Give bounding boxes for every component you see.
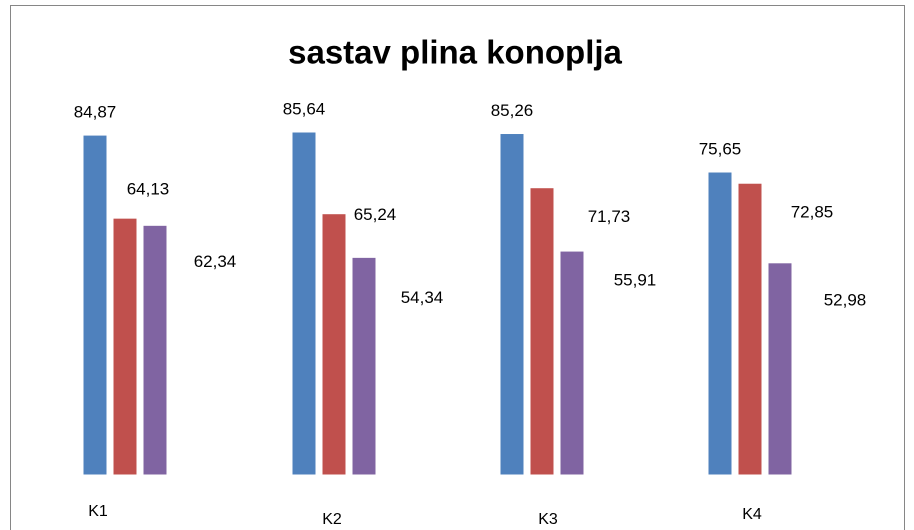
data-label: 71,73 [588,207,631,226]
x-tick-label: K1 [88,503,108,520]
bar [707,171,733,476]
bar [767,262,793,476]
x-tick-label: K2 [322,511,342,528]
x-tick-label: K3 [538,511,558,528]
data-label: 85,64 [283,99,326,118]
bar [351,256,377,476]
data-label: 52,98 [824,290,867,309]
bar [112,217,138,476]
data-label: 72,85 [791,203,834,222]
data-label: 62,34 [194,252,237,271]
bar [82,134,108,476]
data-label: 75,65 [699,139,742,158]
data-label: 84,87 [74,103,117,122]
bar [142,224,168,476]
bar [499,133,525,476]
data-label: 55,91 [614,271,657,290]
x-tick-label: K4 [742,506,762,523]
bar [321,213,347,476]
bar [559,250,585,476]
bar [737,182,763,476]
chart-title: sastav plina konoplja [288,34,622,71]
data-label: 85,26 [491,101,534,120]
bar [291,131,317,476]
data-label: 64,13 [127,180,170,199]
data-label: 65,24 [354,205,397,224]
data-label: 54,34 [401,288,444,307]
bar [529,187,555,476]
